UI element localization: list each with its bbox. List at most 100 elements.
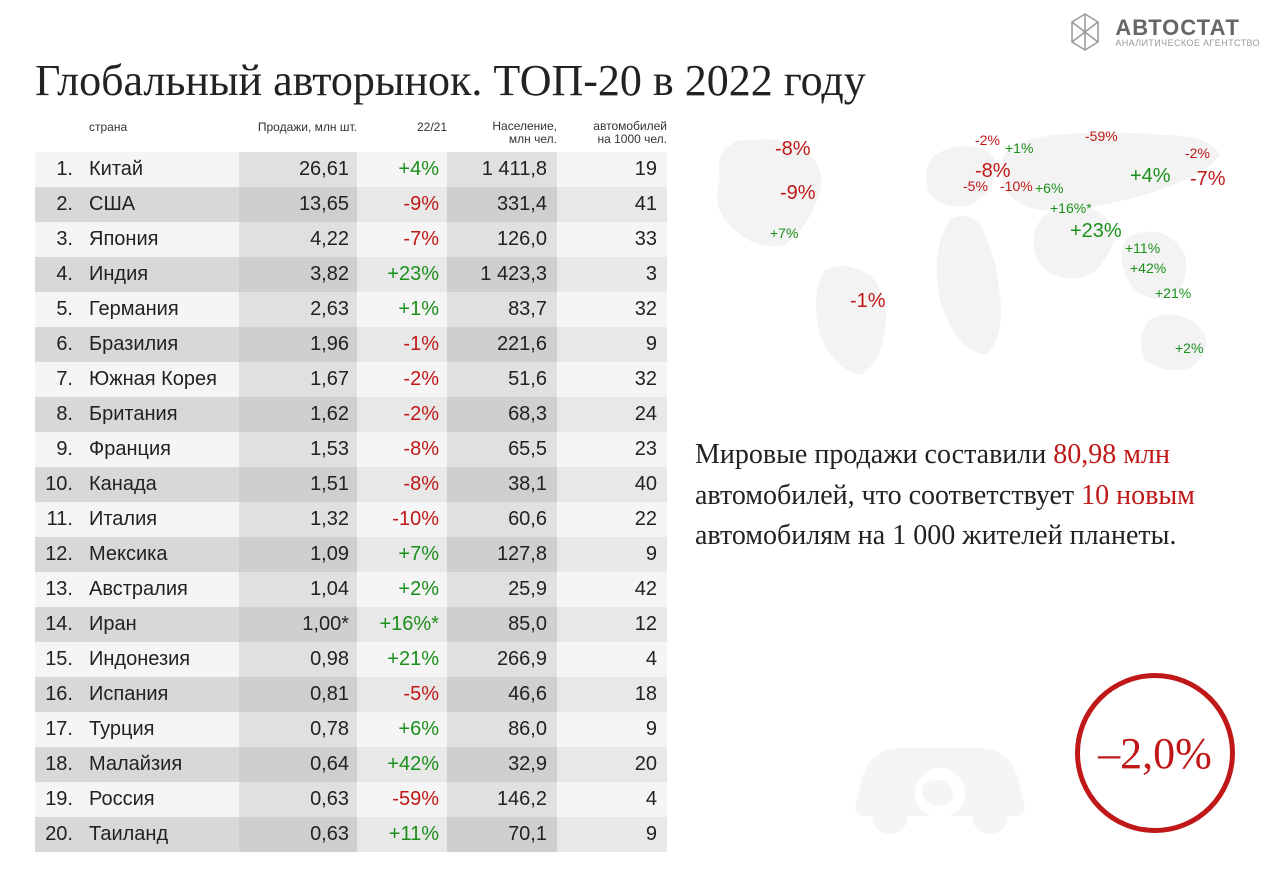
cell-pop: 1 411,8 xyxy=(447,152,557,187)
cell-yoy: +6% xyxy=(357,712,447,747)
info-t2: автомобилей, что соответствует xyxy=(695,480,1081,511)
cell-per1000: 32 xyxy=(557,292,667,327)
header-per1000: автомобилей на 1000 чел. xyxy=(557,120,667,146)
cell-yoy: +23% xyxy=(357,257,447,292)
header-yoy: 22/21 xyxy=(357,120,447,146)
table-row: 7.Южная Корея1,67-2%51,632 xyxy=(35,362,675,397)
header-rank xyxy=(35,120,79,146)
map-label: +7% xyxy=(770,225,798,241)
cell-rank: 16. xyxy=(35,677,79,712)
table-row: 18.Малайзия0,64+42%32,920 xyxy=(35,747,675,782)
cell-rank: 18. xyxy=(35,747,79,782)
cell-sales: 1,67 xyxy=(239,362,357,397)
cell-sales: 1,00* xyxy=(239,607,357,642)
cell-yoy: -8% xyxy=(357,432,447,467)
cell-country: Россия xyxy=(79,782,239,817)
map-label: +21% xyxy=(1155,285,1191,301)
cell-sales: 1,53 xyxy=(239,432,357,467)
cell-yoy: -59% xyxy=(357,782,447,817)
cell-rank: 10. xyxy=(35,467,79,502)
cell-pop: 51,6 xyxy=(447,362,557,397)
map-label: +23% xyxy=(1070,220,1122,243)
map-label: +11% xyxy=(1125,240,1160,256)
cell-pop: 85,0 xyxy=(447,607,557,642)
cell-country: Турция xyxy=(79,712,239,747)
cell-pop: 68,3 xyxy=(447,397,557,432)
table-row: 3.Япония4,22-7%126,033 xyxy=(35,222,675,257)
world-map: -8%-9%+7%-1%-2%-8%-5%+1%-10%+6%-59%+16%*… xyxy=(695,120,1255,400)
info-hl2: 10 новым xyxy=(1081,480,1195,511)
cell-pop: 331,4 xyxy=(447,187,557,222)
cell-per1000: 19 xyxy=(557,152,667,187)
table-row: 12.Мексика1,09+7%127,89 xyxy=(35,537,675,572)
cell-yoy: +42% xyxy=(357,747,447,782)
cell-per1000: 32 xyxy=(557,362,667,397)
cell-sales: 1,09 xyxy=(239,537,357,572)
table-row: 14.Иран1,00*+16%*85,012 xyxy=(35,607,675,642)
cell-yoy: -10% xyxy=(357,502,447,537)
table-row: 1.Китай26,61+4%1 411,819 xyxy=(35,152,675,187)
cell-sales: 0,63 xyxy=(239,817,357,852)
cell-per1000: 24 xyxy=(557,397,667,432)
logo-title: АВТОСТАТ xyxy=(1115,17,1260,39)
cell-per1000: 23 xyxy=(557,432,667,467)
cell-sales: 13,65 xyxy=(239,187,357,222)
cell-rank: 8. xyxy=(35,397,79,432)
ranking-table: страна Продажи, млн шт. 22/21 Население,… xyxy=(35,120,675,852)
cell-rank: 6. xyxy=(35,327,79,362)
table-row: 10.Канада1,51-8%38,140 xyxy=(35,467,675,502)
cell-sales: 0,98 xyxy=(239,642,357,677)
table-row: 15.Индонезия0,98+21%266,94 xyxy=(35,642,675,677)
table-header: страна Продажи, млн шт. 22/21 Население,… xyxy=(35,120,675,152)
cell-sales: 4,22 xyxy=(239,222,357,257)
cell-rank: 19. xyxy=(35,782,79,817)
cell-rank: 9. xyxy=(35,432,79,467)
cell-per1000: 12 xyxy=(557,607,667,642)
cell-pop: 127,8 xyxy=(447,537,557,572)
header-pop: Население, млн чел. xyxy=(447,120,557,146)
cell-rank: 11. xyxy=(35,502,79,537)
map-label: -5% xyxy=(963,178,988,194)
cell-pop: 38,1 xyxy=(447,467,557,502)
table-row: 9.Франция1,53-8%65,523 xyxy=(35,432,675,467)
cell-per1000: 4 xyxy=(557,782,667,817)
cell-sales: 0,81 xyxy=(239,677,357,712)
cell-sales: 2,63 xyxy=(239,292,357,327)
cell-country: Германия xyxy=(79,292,239,327)
cell-country: Япония xyxy=(79,222,239,257)
cell-sales: 1,51 xyxy=(239,467,357,502)
cell-rank: 20. xyxy=(35,817,79,852)
cell-per1000: 9 xyxy=(557,817,667,852)
cell-per1000: 20 xyxy=(557,747,667,782)
cell-country: США xyxy=(79,187,239,222)
cell-per1000: 22 xyxy=(557,502,667,537)
cell-rank: 7. xyxy=(35,362,79,397)
cell-yoy: +2% xyxy=(357,572,447,607)
table-row: 6.Бразилия1,96-1%221,69 xyxy=(35,327,675,362)
cell-rank: 17. xyxy=(35,712,79,747)
cell-pop: 25,9 xyxy=(447,572,557,607)
table-row: 16.Испания0,81-5%46,618 xyxy=(35,677,675,712)
cell-pop: 46,6 xyxy=(447,677,557,712)
cell-sales: 0,78 xyxy=(239,712,357,747)
table-row: 17.Турция0,78+6%86,09 xyxy=(35,712,675,747)
cell-per1000: 9 xyxy=(557,537,667,572)
cell-per1000: 9 xyxy=(557,327,667,362)
cell-per1000: 3 xyxy=(557,257,667,292)
map-label: -2% xyxy=(975,132,1000,148)
map-label: -9% xyxy=(780,182,816,205)
cell-pop: 83,7 xyxy=(447,292,557,327)
cell-sales: 0,64 xyxy=(239,747,357,782)
map-label: +4% xyxy=(1130,165,1171,188)
cell-pop: 65,5 xyxy=(447,432,557,467)
global-change-badge: –2,0% xyxy=(1075,673,1235,833)
cell-country: Иран xyxy=(79,607,239,642)
map-label: -10% xyxy=(1000,178,1033,194)
map-label: +16%* xyxy=(1050,200,1092,216)
cell-rank: 14. xyxy=(35,607,79,642)
cell-sales: 1,32 xyxy=(239,502,357,537)
map-label: -1% xyxy=(850,290,886,313)
cell-yoy: +21% xyxy=(357,642,447,677)
cell-per1000: 40 xyxy=(557,467,667,502)
cell-rank: 15. xyxy=(35,642,79,677)
